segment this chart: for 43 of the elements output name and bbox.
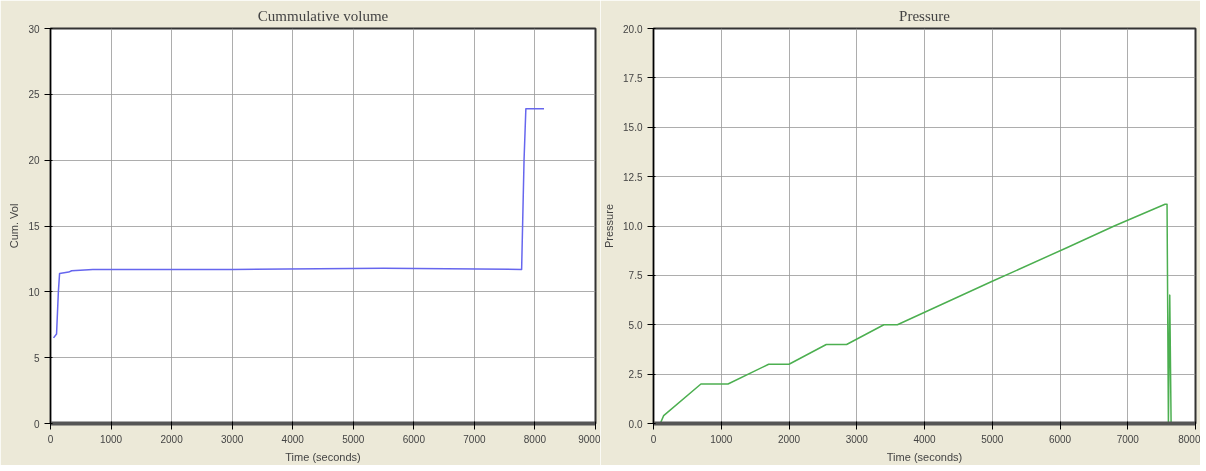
y-tick-label: 0.0 [628,418,643,430]
x-tick-label: 4000 [281,433,305,445]
x-tick-label: 2000 [160,433,184,445]
y-tick-label: 10 [28,286,40,298]
y-tick-label: 12.5 [623,171,643,183]
y-tick-label: 10.0 [623,221,643,232]
y-axis-title: Pressure [603,203,616,249]
y-tick-label: 25 [28,89,40,101]
line-series [52,108,545,339]
line-series [659,203,1172,424]
x-tick-label: 2000 [777,433,801,445]
chart-title: Cummulative volume [257,7,389,24]
x-tick-label: 5000 [342,433,365,445]
y-tick-label: 20.0 [623,23,643,35]
x-tick-label: 5000 [981,433,1004,445]
x-tick-label: 1000 [710,433,733,445]
y-tick-label: 5 [33,352,40,364]
x-tick-label: 9000 [578,433,601,445]
x-tick-label: 6000 [1048,433,1072,445]
x-tick-label: 3000 [221,433,244,445]
x-tick-label: 4000 [913,433,937,445]
x-tick-label: 0 [47,433,54,445]
y-tick-label: 20 [28,155,40,167]
x-tick-label: 6000 [402,433,426,445]
x-tick-label: 3000 [845,433,869,445]
x-tick-label: 1000 [99,433,123,445]
x-tick-label: 0 [650,433,657,445]
y-tick-label: 17.5 [623,72,643,84]
chart-title: Pressure [899,7,951,24]
x-tick-label: 7000 [1116,433,1140,445]
y-tick-label: 7.5 [628,270,643,282]
y-tick-label: 15.0 [623,122,643,134]
x-axis-title: Time (seconds) [886,450,963,463]
x-axis-title: Time (seconds) [285,450,361,463]
y-tick-label: 30 [28,23,40,35]
x-tick-label: 8000 [523,433,547,445]
x-tick-label: 8000 [1178,433,1201,445]
y-tick-label: 2.5 [628,369,643,381]
y-tick-label: 15 [28,221,40,232]
y-tick-label: 5.0 [628,319,643,331]
y-tick-label: 0 [33,418,40,430]
x-tick-label: 7000 [463,433,486,445]
y-axis-title: Cum. Vol [8,203,21,249]
